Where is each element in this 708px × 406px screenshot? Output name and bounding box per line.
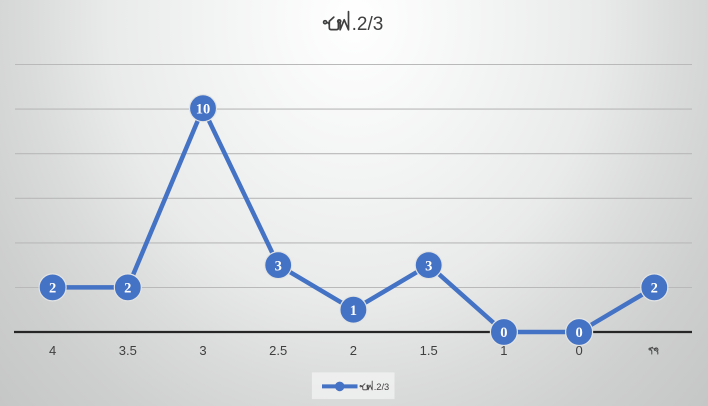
svg-text:1.5: 1.5 — [420, 343, 438, 358]
svg-text:3: 3 — [275, 258, 282, 274]
svg-text:0: 0 — [500, 325, 507, 341]
svg-text:0: 0 — [575, 325, 582, 341]
svg-text:4: 4 — [49, 343, 56, 358]
svg-text:10: 10 — [196, 101, 211, 117]
svg-text:0: 0 — [575, 343, 582, 358]
svg-text:2: 2 — [49, 281, 56, 297]
svg-text:2: 2 — [350, 343, 357, 358]
svg-text:2.5: 2.5 — [269, 343, 287, 358]
svg-text:3.5: 3.5 — [119, 343, 137, 358]
svg-text:2: 2 — [651, 281, 658, 297]
svg-text:1: 1 — [500, 343, 507, 358]
svg-text:3: 3 — [199, 343, 206, 358]
svg-text:2: 2 — [124, 281, 131, 297]
svg-text:1: 1 — [350, 303, 357, 319]
svg-text:3: 3 — [425, 258, 432, 274]
